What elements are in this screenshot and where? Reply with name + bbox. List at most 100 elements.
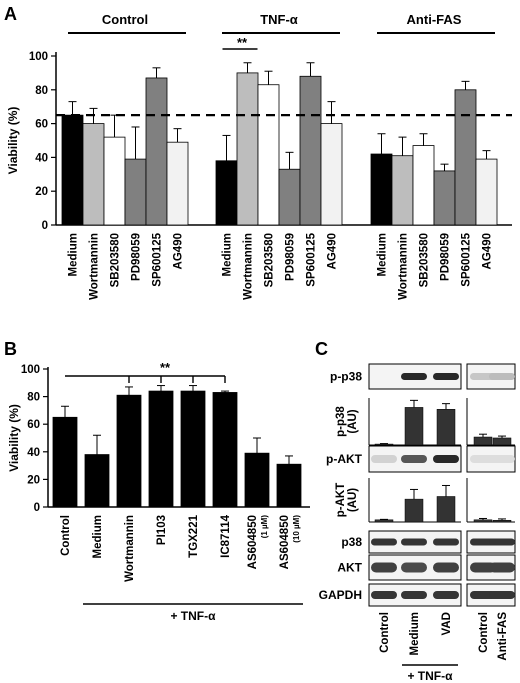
- panel-label-c: C: [315, 339, 328, 359]
- c-blot-band: [489, 538, 515, 546]
- c-footer-label: + TNF-α: [407, 669, 453, 683]
- c-blot-band: [489, 455, 515, 463]
- c-blot-band: [401, 455, 427, 463]
- a-x-tick-label: PD98059: [440, 233, 452, 281]
- a-bar: [215, 160, 238, 226]
- a-bar: [278, 168, 301, 226]
- c-blot-band: [433, 455, 459, 463]
- c-density-ylabel: p-p38(AU): [335, 406, 359, 437]
- c-density-bar: [492, 437, 512, 446]
- b-x-tick-label: PI103: [156, 515, 168, 545]
- a-significance-label: **: [237, 35, 248, 50]
- a-x-tick-label: PD98059: [285, 233, 297, 281]
- a-x-tick-label: Medium: [68, 233, 80, 276]
- c-blot-band: [371, 562, 397, 573]
- b-y-tick-label: 40: [27, 447, 40, 459]
- c-blot-band: [401, 373, 427, 380]
- c-density-bar: [436, 409, 456, 446]
- c-blot-band: [433, 591, 459, 599]
- c-density-bar: [436, 496, 456, 523]
- a-bar: [475, 158, 498, 226]
- b-x-tick-sublabel: (10 µM): [292, 515, 301, 543]
- b-y-tick-label: 0: [34, 502, 40, 514]
- c-density-bar: [404, 407, 424, 446]
- c-blot-band: [489, 591, 515, 599]
- b-bar: [116, 394, 142, 508]
- a-bar: [257, 84, 280, 226]
- b-bar: [244, 452, 270, 508]
- c-density-bar: [374, 519, 394, 523]
- a-x-tick-label: Wortmannin: [89, 233, 101, 300]
- a-y-tick-label: 100: [29, 51, 48, 63]
- c-density-bar: [374, 443, 394, 446]
- a-x-tick-label: SP600125: [306, 232, 318, 286]
- c-density-ylabel: p-AKT(AU): [335, 483, 359, 518]
- a-x-tick-label: AG490: [327, 233, 339, 269]
- a-bar: [236, 72, 259, 226]
- a-group-title: Control: [102, 12, 148, 27]
- b-y-tick-label: 80: [27, 392, 40, 404]
- a-y-tick-label: 80: [35, 85, 48, 97]
- b-footer-label: + TNF-α: [170, 609, 216, 623]
- a-bar: [61, 114, 84, 226]
- panel-a-chart: 0 20 40 60 80 100 Viability (%) Control Medium Wo…: [6, 12, 512, 300]
- a-bar: [391, 155, 414, 226]
- b-x-tick-label: AS604850: [279, 515, 291, 569]
- c-blot-label: p-p38: [330, 370, 362, 384]
- a-x-tick-label: SB203580: [110, 233, 122, 287]
- a-bar: [433, 170, 456, 226]
- b-x-tick-label: IC87114: [220, 514, 232, 557]
- a-bar: [103, 136, 126, 226]
- b-bar: [276, 463, 302, 508]
- c-lane-label: VAD: [441, 612, 453, 635]
- c-blot-label: p-AKT: [326, 452, 363, 466]
- c-blot-label: AKT: [337, 561, 362, 575]
- b-y-tick-label: 100: [21, 364, 40, 376]
- a-y-tick-label: 20: [35, 186, 48, 198]
- a-x-tick-label: SB203580: [419, 233, 431, 287]
- a-bar: [454, 89, 477, 226]
- a-y-tick-label: 40: [35, 152, 48, 164]
- a-y-tick-label: 60: [35, 119, 48, 131]
- a-x-tick-label: SP600125: [152, 232, 164, 286]
- a-bar: [370, 153, 393, 226]
- b-x-tick-sublabel: (1 µM): [260, 515, 269, 539]
- c-blot-band: [433, 562, 459, 573]
- c-density-bar: [473, 436, 493, 446]
- a-x-tick-label: PD98059: [131, 233, 143, 281]
- c-blot-band: [470, 455, 496, 463]
- a-bar: [412, 145, 435, 226]
- c-blot-band: [433, 538, 459, 546]
- b-x-tick-label: AS604850: [247, 515, 259, 569]
- c-blot-band: [371, 538, 397, 546]
- c-blot-band: [401, 562, 427, 573]
- a-y-axis-label: Viability (%): [6, 107, 20, 175]
- a-x-tick-label: Medium: [222, 233, 234, 276]
- c-blot-band: [489, 373, 515, 380]
- a-group-title: Anti-FAS: [407, 12, 462, 27]
- c-blot-label: p38: [341, 535, 362, 549]
- c-blot-band: [401, 591, 427, 599]
- a-bar: [145, 77, 168, 226]
- b-x-tick-label: TGX221: [188, 514, 200, 557]
- c-blot-label: GAPDH: [319, 588, 362, 602]
- c-lane-label: Control: [478, 612, 490, 653]
- b-x-tick-label: Control: [60, 515, 72, 556]
- b-y-axis-label: Viability (%): [7, 404, 21, 472]
- b-bar: [84, 454, 110, 508]
- b-x-tick-label: Medium: [92, 515, 104, 558]
- a-x-tick-label: Wortmannin: [243, 233, 255, 300]
- panel-label-b: B: [4, 339, 17, 359]
- b-y-tick-label: 20: [27, 474, 40, 486]
- c-blot-band: [433, 373, 459, 380]
- b-significance-label: **: [160, 360, 171, 375]
- a-y-tick-label: 0: [42, 220, 48, 232]
- c-blot-band: [489, 562, 515, 573]
- b-bar: [148, 390, 174, 508]
- c-density-bar: [473, 519, 493, 523]
- c-lane-label: Control: [379, 612, 391, 653]
- panel-label-a: A: [4, 4, 17, 24]
- a-x-tick-label: Medium: [377, 233, 389, 276]
- a-x-tick-label: SB203580: [264, 233, 276, 287]
- c-lane-label: Anti-FAS: [497, 612, 509, 661]
